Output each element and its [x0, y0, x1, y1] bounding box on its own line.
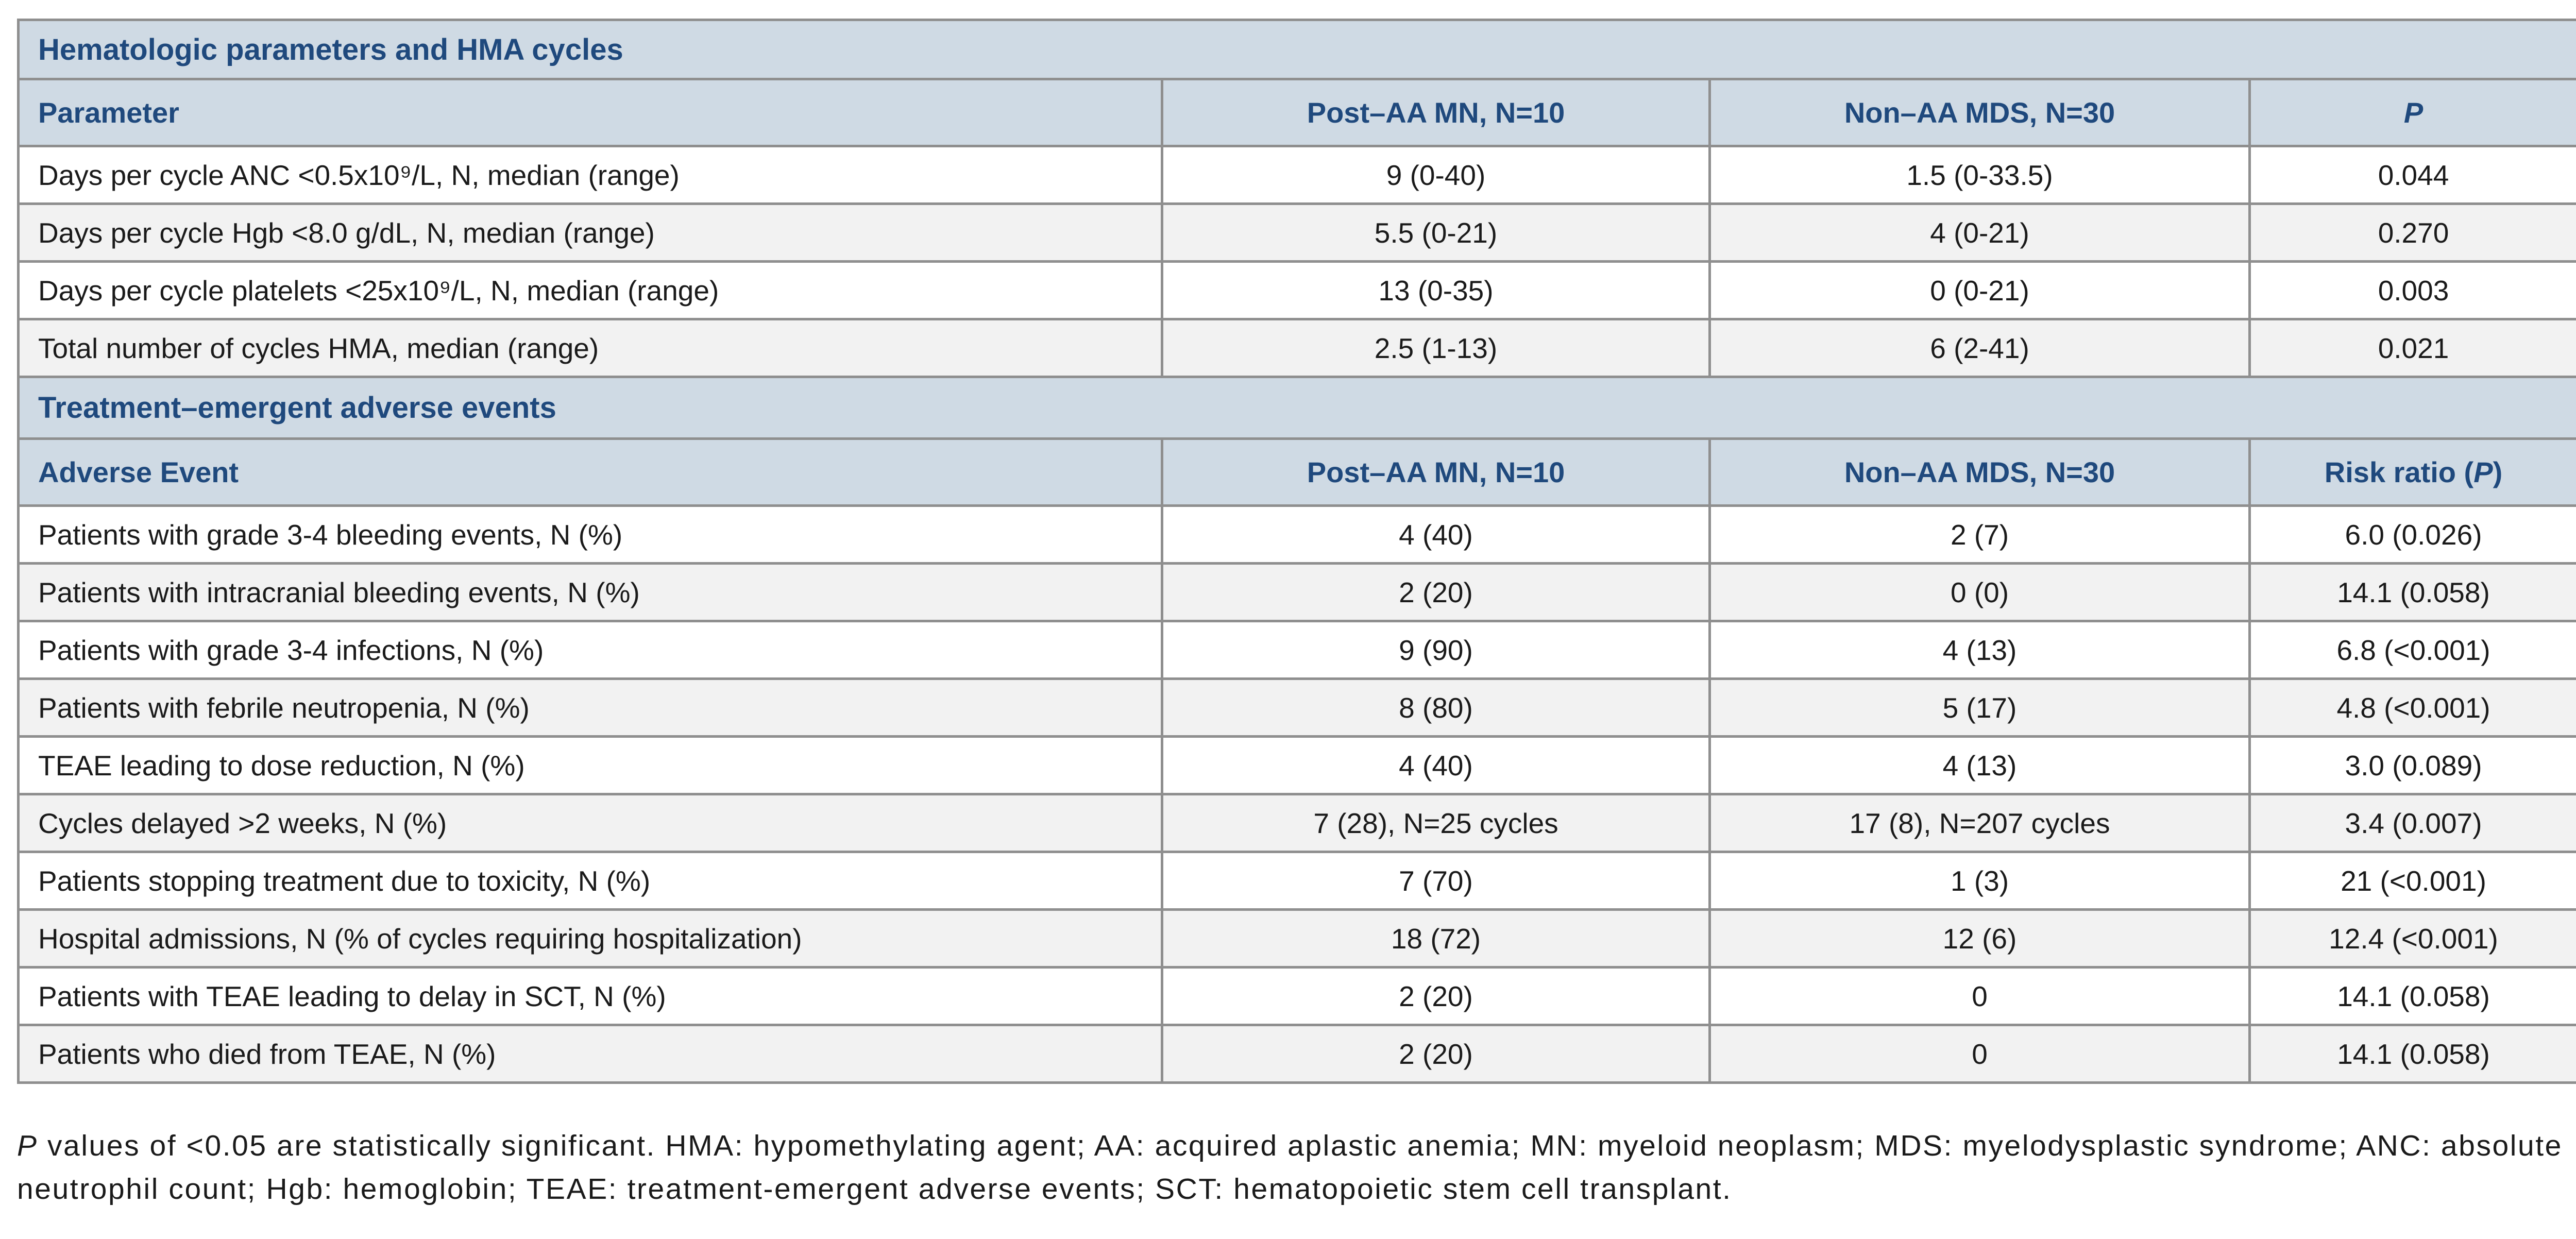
table-row: Days per cycle ANC <0.5x10⁹/L, N, median… [17, 145, 2576, 205]
column-header-non-aa: Non–AA MDS, N=30 [1708, 437, 2251, 507]
row-label: Patients with grade 3-4 infections, N (%… [17, 620, 1163, 680]
footnote-text: values of <0.05 are statistically signif… [17, 1129, 2563, 1206]
column-header-post-aa: Post–AA MN, N=10 [1161, 437, 1711, 507]
non-aa-value: 2 (7) [1708, 504, 2251, 565]
non-aa-value: 4 (0-21) [1708, 202, 2251, 263]
non-aa-value: 12 (6) [1708, 908, 2251, 969]
table-row: Patients stopping treatment due to toxic… [17, 851, 2576, 911]
post-aa-value: 13 (0-35) [1161, 260, 1711, 320]
table-row: Patients with grade 3-4 bleeding events,… [17, 504, 2576, 565]
row-label: Days per cycle Hgb <8.0 g/dL, N, median … [17, 202, 1163, 263]
post-aa-value: 2.5 (1-13) [1161, 318, 1711, 378]
non-aa-value: 4 (13) [1708, 620, 2251, 680]
non-aa-value: 0 (0-21) [1708, 260, 2251, 320]
p-value: 0.021 [2248, 318, 2576, 378]
section1-title-row: Hematologic parameters and HMA cycles [16, 19, 2576, 80]
post-aa-value: 2 (20) [1161, 562, 1711, 622]
non-aa-value: 17 (8), N=207 cycles [1708, 793, 2251, 853]
post-aa-value: 9 (0-40) [1161, 145, 1711, 205]
post-aa-value: 8 (80) [1161, 677, 1711, 738]
row-label: Total number of cycles HMA, median (rang… [17, 318, 1163, 378]
table-footnote: P values of <0.05 are statistically sign… [17, 1125, 2567, 1211]
risk-ratio-label: Risk ratio ( [2324, 456, 2474, 488]
non-aa-value: 5 (17) [1708, 677, 2251, 738]
p-value: 0.003 [2248, 260, 2576, 320]
risk-ratio-p: P [2473, 456, 2493, 488]
column-header-non-aa: Non–AA MDS, N=30 [1708, 78, 2251, 147]
non-aa-value: 0 [1708, 1024, 2251, 1084]
row-label: Patients stopping treatment due to toxic… [17, 851, 1163, 911]
post-aa-value: 2 (20) [1161, 1024, 1711, 1084]
post-aa-value: 18 (72) [1161, 908, 1711, 969]
risk-ratio-value: 6.0 (0.026) [2248, 504, 2576, 565]
non-aa-value: 1 (3) [1708, 851, 2251, 911]
section2-title-row: Treatment–emergent adverse events [16, 376, 2576, 440]
non-aa-value: 0 [1708, 966, 2251, 1026]
row-label: Days per cycle platelets <25x10⁹/L, N, m… [17, 260, 1163, 320]
column-header-parameter: Parameter [17, 78, 1163, 147]
post-aa-value: 7 (28), N=25 cycles [1161, 793, 1711, 853]
p-value: 0.044 [2248, 145, 2576, 205]
section1-header-row: Parameter Post–AA MN, N=10 Non–AA MDS, N… [17, 78, 2576, 147]
non-aa-value: 6 (2-41) [1708, 318, 2251, 378]
table-row: Days per cycle Hgb <8.0 g/dL, N, median … [17, 202, 2576, 263]
risk-ratio-value: 3.0 (0.089) [2248, 735, 2576, 795]
table-row: Days per cycle platelets <25x10⁹/L, N, m… [17, 260, 2576, 320]
column-header-risk-ratio: Risk ratio (P) [2248, 437, 2576, 507]
column-header-p-value: P [2248, 78, 2576, 147]
post-aa-value: 2 (20) [1161, 966, 1711, 1026]
table-row: Patients with intracranial bleeding even… [17, 562, 2576, 622]
table-row: Total number of cycles HMA, median (rang… [17, 318, 2576, 378]
table-row: Patients with grade 3-4 infections, N (%… [17, 620, 2576, 680]
clinical-outcomes-table: Hematologic parameters and HMA cycles Pa… [16, 19, 2576, 1084]
non-aa-value: 1.5 (0-33.5) [1708, 145, 2251, 205]
table-row: Patients with TEAE leading to delay in S… [17, 966, 2576, 1026]
risk-ratio-close: ) [2493, 456, 2503, 488]
risk-ratio-value: 6.8 (<0.001) [2248, 620, 2576, 680]
non-aa-value: 0 (0) [1708, 562, 2251, 622]
risk-ratio-value: 4.8 (<0.001) [2248, 677, 2576, 738]
row-label: Hospital admissions, N (% of cycles requ… [17, 908, 1163, 969]
risk-ratio-value: 14.1 (0.058) [2248, 1024, 2576, 1084]
row-label: Patients with febrile neutropenia, N (%) [17, 677, 1163, 738]
p-value: 0.270 [2248, 202, 2576, 263]
post-aa-value: 9 (90) [1161, 620, 1711, 680]
column-header-adverse-event: Adverse Event [17, 437, 1163, 507]
row-label: Days per cycle ANC <0.5x10⁹/L, N, median… [17, 145, 1163, 205]
table-row: Patients with febrile neutropenia, N (%)… [17, 677, 2576, 738]
post-aa-value: 4 (40) [1161, 504, 1711, 565]
section2-title: Treatment–emergent adverse events [16, 376, 2576, 440]
row-label: Patients with TEAE leading to delay in S… [17, 966, 1163, 1026]
risk-ratio-value: 12.4 (<0.001) [2248, 908, 2576, 969]
table-row: TEAE leading to dose reduction, N (%) 4 … [17, 735, 2576, 795]
section1-title: Hematologic parameters and HMA cycles [16, 19, 2576, 80]
risk-ratio-value: 14.1 (0.058) [2248, 966, 2576, 1026]
post-aa-value: 7 (70) [1161, 851, 1711, 911]
risk-ratio-value: 14.1 (0.058) [2248, 562, 2576, 622]
row-label: Cycles delayed >2 weeks, N (%) [17, 793, 1163, 853]
post-aa-value: 5.5 (0-21) [1161, 202, 1711, 263]
row-label: Patients with grade 3-4 bleeding events,… [17, 504, 1163, 565]
column-header-post-aa: Post–AA MN, N=10 [1161, 78, 1711, 147]
row-label: Patients with intracranial bleeding even… [17, 562, 1163, 622]
non-aa-value: 4 (13) [1708, 735, 2251, 795]
table-row: Hospital admissions, N (% of cycles requ… [17, 908, 2576, 969]
footnote-p-symbol: P [17, 1129, 38, 1162]
table-row: Cycles delayed >2 weeks, N (%) 7 (28), N… [17, 793, 2576, 853]
risk-ratio-value: 21 (<0.001) [2248, 851, 2576, 911]
risk-ratio-value: 3.4 (0.007) [2248, 793, 2576, 853]
section2-header-row: Adverse Event Post–AA MN, N=10 Non–AA MD… [17, 437, 2576, 507]
table-row: Patients who died from TEAE, N (%) 2 (20… [17, 1024, 2576, 1084]
post-aa-value: 4 (40) [1161, 735, 1711, 795]
row-label: TEAE leading to dose reduction, N (%) [17, 735, 1163, 795]
row-label: Patients who died from TEAE, N (%) [17, 1024, 1163, 1084]
